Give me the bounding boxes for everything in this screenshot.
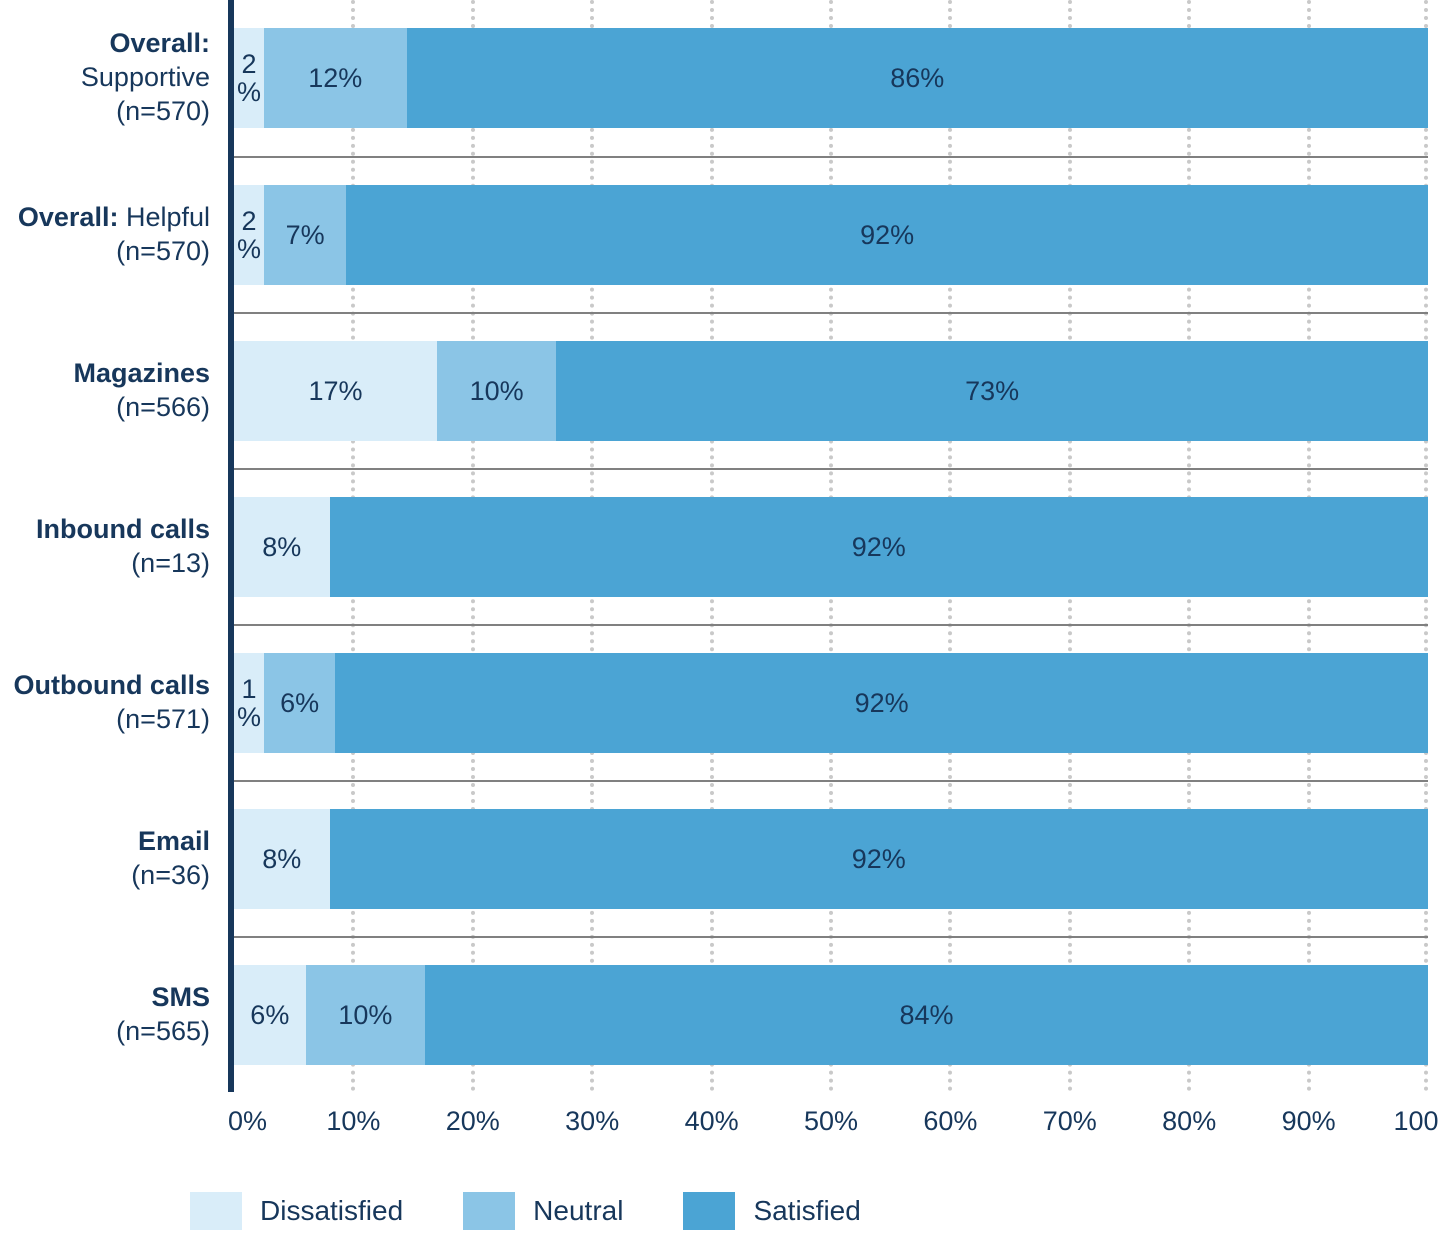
bar-row: 8%92% bbox=[234, 780, 1428, 936]
legend-item-satisfied: Satisfied bbox=[683, 1192, 860, 1230]
bar-row: 2%12%86% bbox=[234, 0, 1428, 156]
segment-satisfied: 92% bbox=[330, 497, 1428, 597]
segment-neutral: 10% bbox=[306, 965, 425, 1065]
bar-row: 8%92% bbox=[234, 468, 1428, 624]
legend-swatch bbox=[463, 1192, 515, 1230]
x-tick: 40% bbox=[685, 1106, 739, 1137]
segment-dissatisfied: 8% bbox=[234, 809, 330, 909]
x-tick: 20% bbox=[446, 1106, 500, 1137]
stacked-bar: 6%10%84% bbox=[234, 965, 1428, 1065]
segment-value: 1 bbox=[241, 675, 256, 703]
stacked-bar: 1%6%92% bbox=[234, 653, 1428, 753]
x-tick: 50% bbox=[804, 1106, 858, 1137]
x-tick: 100% bbox=[1393, 1106, 1438, 1137]
category-label-n: (n=36) bbox=[131, 859, 210, 893]
segment-dissatisfied: 6% bbox=[234, 965, 306, 1065]
segment-dissatisfied: 1% bbox=[234, 653, 264, 753]
segment-dissatisfied: 2% bbox=[234, 28, 264, 128]
x-tick: 10% bbox=[326, 1106, 380, 1137]
x-tick: 70% bbox=[1043, 1106, 1097, 1137]
legend-swatch bbox=[683, 1192, 735, 1230]
category-label-bold: Overall: bbox=[18, 202, 119, 232]
stacked-bar: 2%12%86% bbox=[234, 28, 1428, 128]
category-label-n: (n=570) bbox=[18, 235, 210, 269]
x-tick: 80% bbox=[1162, 1106, 1216, 1137]
bar-row: 17%10%73% bbox=[234, 312, 1428, 468]
category-label-line1: Magazines bbox=[73, 357, 210, 391]
stacked-bar: 8%92% bbox=[234, 809, 1428, 909]
segment-satisfied: 92% bbox=[346, 185, 1428, 285]
bars-area: 2%12%86%2%7%92%17%10%73%8%92%1%6%92%8%92… bbox=[228, 0, 1428, 1092]
segment-dissatisfied: 2% bbox=[234, 185, 264, 285]
segment-neutral: 12% bbox=[264, 28, 407, 128]
segment-value: 2 bbox=[241, 50, 256, 78]
category-label-n: (n=13) bbox=[36, 547, 210, 581]
segment-dissatisfied: 17% bbox=[234, 341, 437, 441]
segment-dissatisfied: 8% bbox=[234, 497, 330, 597]
bar-rows: 2%12%86%2%7%92%17%10%73%8%92%1%6%92%8%92… bbox=[234, 0, 1428, 1092]
category-label: Overall: Helpful(n=570) bbox=[10, 156, 228, 312]
bar-row: 6%10%84% bbox=[234, 936, 1428, 1092]
category-label: Email(n=36) bbox=[10, 780, 228, 936]
segment-unit: % bbox=[237, 703, 261, 731]
segment-unit: % bbox=[237, 235, 261, 263]
segment-value: 2 bbox=[241, 207, 256, 235]
category-label-line1: Overall: Supportive bbox=[10, 27, 210, 95]
category-label-line1: Email bbox=[131, 825, 210, 859]
legend-label: Satisfied bbox=[753, 1195, 860, 1227]
legend-swatch bbox=[190, 1192, 242, 1230]
segment-neutral: 6% bbox=[264, 653, 335, 753]
x-tick: 60% bbox=[923, 1106, 977, 1137]
category-label-n: (n=571) bbox=[13, 703, 210, 737]
category-label-bold: Overall: bbox=[109, 28, 210, 58]
category-label-n: (n=570) bbox=[10, 95, 210, 129]
category-label: Inbound calls(n=13) bbox=[10, 468, 228, 624]
bar-row: 1%6%92% bbox=[234, 624, 1428, 780]
category-label-n: (n=565) bbox=[116, 1015, 210, 1049]
segment-satisfied: 73% bbox=[556, 341, 1428, 441]
stacked-bar: 17%10%73% bbox=[234, 341, 1428, 441]
segment-satisfied: 86% bbox=[407, 28, 1428, 128]
category-label: Magazines(n=566) bbox=[10, 312, 228, 468]
category-label: Outbound calls(n=571) bbox=[10, 624, 228, 780]
category-label: SMS(n=565) bbox=[10, 936, 228, 1092]
category-label-line1: Overall: Helpful bbox=[18, 201, 210, 235]
x-axis: 0%10%20%30%40%50%60%70%80%90%100% bbox=[234, 1092, 1428, 1152]
category-label-rest: Helpful bbox=[118, 202, 210, 232]
segment-neutral: 10% bbox=[437, 341, 556, 441]
x-tick: 0% bbox=[228, 1106, 267, 1137]
stacked-bar: 8%92% bbox=[234, 497, 1428, 597]
segment-satisfied: 92% bbox=[335, 653, 1428, 753]
category-label: Overall: Supportive(n=570) bbox=[10, 0, 228, 156]
plot-area: Overall: Supportive(n=570)Overall: Helpf… bbox=[10, 0, 1428, 1092]
stacked-bar: 2%7%92% bbox=[234, 185, 1428, 285]
legend: Dissatisfied Neutral Satisfied bbox=[190, 1192, 1428, 1230]
segment-neutral: 7% bbox=[264, 185, 346, 285]
x-tick: 90% bbox=[1282, 1106, 1336, 1137]
category-label-line1: SMS bbox=[116, 981, 210, 1015]
bar-row: 2%7%92% bbox=[234, 156, 1428, 312]
legend-label: Neutral bbox=[533, 1195, 623, 1227]
legend-label: Dissatisfied bbox=[260, 1195, 403, 1227]
segment-unit: % bbox=[237, 78, 261, 106]
segment-satisfied: 84% bbox=[425, 965, 1428, 1065]
category-label-n: (n=566) bbox=[73, 391, 210, 425]
y-axis-labels: Overall: Supportive(n=570)Overall: Helpf… bbox=[10, 0, 228, 1092]
satisfaction-stacked-bar-chart: Overall: Supportive(n=570)Overall: Helpf… bbox=[0, 0, 1438, 1250]
x-tick: 30% bbox=[565, 1106, 619, 1137]
category-label-rest: Supportive bbox=[81, 62, 210, 92]
category-label-line1: Outbound calls bbox=[13, 669, 210, 703]
segment-satisfied: 92% bbox=[330, 809, 1428, 909]
legend-item-neutral: Neutral bbox=[463, 1192, 623, 1230]
category-label-line1: Inbound calls bbox=[36, 513, 210, 547]
legend-item-dissatisfied: Dissatisfied bbox=[190, 1192, 403, 1230]
